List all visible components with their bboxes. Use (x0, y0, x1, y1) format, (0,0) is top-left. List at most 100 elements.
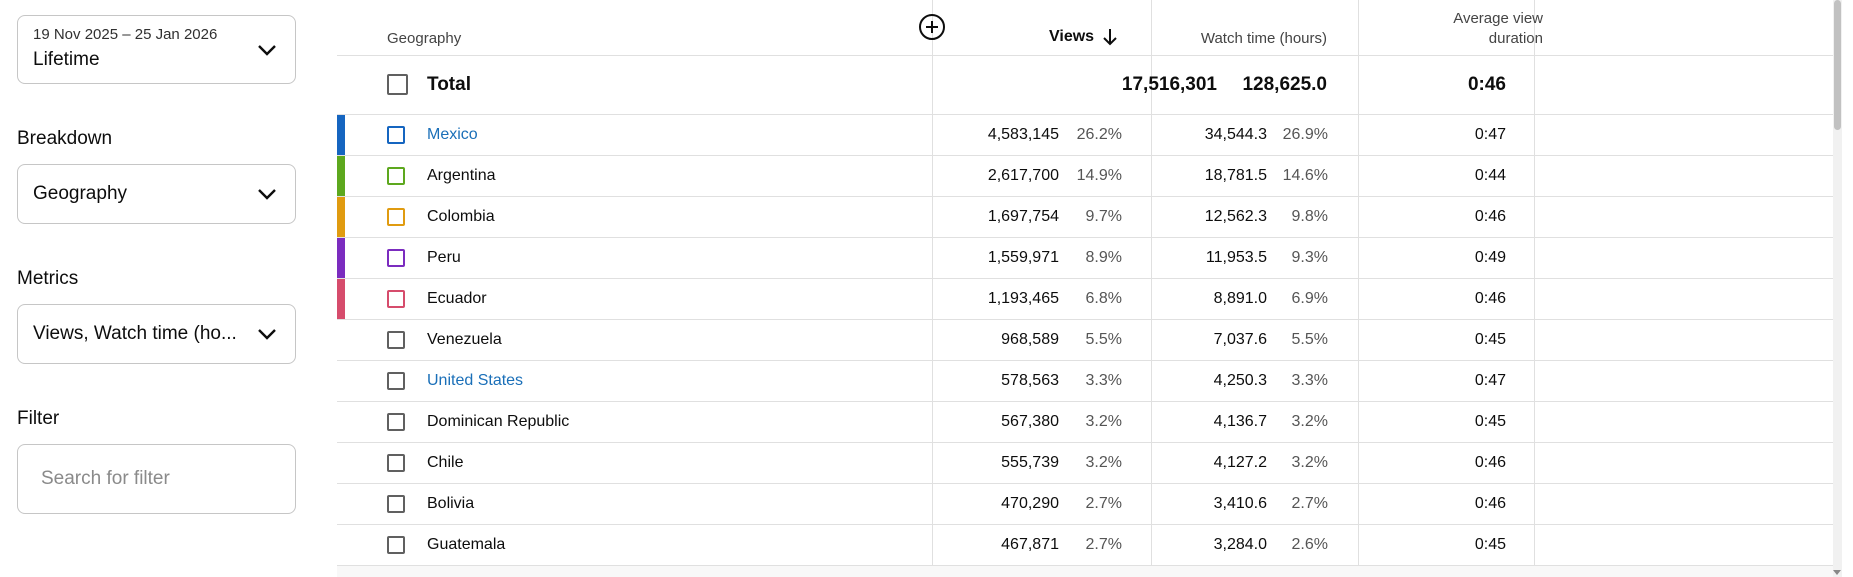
filter-search-input[interactable] (17, 444, 296, 514)
watch-time-value: 4,250.3 (1213, 372, 1267, 389)
geography-name[interactable]: Mexico (427, 126, 478, 143)
views-value: 968,589 (1001, 331, 1059, 348)
views-percent: 14.9% (1076, 167, 1122, 184)
table-row[interactable]: Ecuador 1,193,465 6.8% 8,891.0 6.9% 0:46 (337, 279, 1842, 320)
column-divider (1358, 0, 1359, 577)
avg-view-duration-value: 0:47 (1474, 372, 1506, 389)
views-value: 4,583,145 (987, 126, 1059, 143)
avg-view-duration-value: 0:46 (1474, 495, 1506, 512)
views-value: 467,871 (1001, 536, 1059, 553)
watch-time-value: 34,544.3 (1204, 126, 1267, 143)
chevron-down-icon (258, 44, 276, 56)
views-value: 1,559,971 (987, 249, 1059, 266)
watch-time-value: 8,891.0 (1213, 290, 1267, 307)
watch-time-value: 4,127.2 (1213, 454, 1267, 471)
series-color-bar (337, 279, 345, 319)
report-controls-panel: 19 Nov 2025 – 25 Jan 2026 Lifetime Break… (0, 0, 320, 577)
column-divider (1534, 0, 1535, 577)
avg-view-duration-value: 0:46 (1474, 208, 1506, 225)
table-row[interactable]: Chile 555,739 3.2% 4,127.2 3.2% 0:46 (337, 443, 1842, 484)
views-value: 578,563 (1001, 372, 1059, 389)
watch-time-percent: 6.9% (1291, 290, 1328, 307)
table-row[interactable]: United States 578,563 3.3% 4,250.3 3.3% 0:47 (337, 361, 1842, 402)
date-range-period: Lifetime (33, 49, 100, 70)
watch-time-percent: 26.9% (1282, 126, 1328, 143)
series-color-bar (337, 238, 345, 278)
vertical-scrollbar[interactable] (1833, 0, 1842, 577)
views-percent: 2.7% (1085, 495, 1122, 512)
geography-name[interactable]: United States (427, 372, 524, 389)
watch-time-value: 3,410.6 (1213, 495, 1267, 512)
header-line: duration (1488, 30, 1543, 47)
avg-view-duration-value: 0:46 (1474, 454, 1506, 471)
avg-view-duration-value: 0:45 (1474, 413, 1506, 430)
row-checkbox[interactable] (387, 536, 405, 554)
watch-time-value: 12,562.3 (1204, 208, 1267, 225)
watch-time-percent: 3.2% (1291, 413, 1328, 430)
table-row[interactable]: Colombia 1,697,754 9.7% 12,562.3 9.8% 0:46 (337, 197, 1842, 238)
views-column-header[interactable]: Views (1049, 28, 1095, 45)
chevron-down-icon (258, 189, 276, 200)
table-row (337, 566, 1842, 577)
row-checkbox[interactable] (387, 331, 405, 349)
row-checkbox[interactable] (387, 372, 405, 390)
views-value: 567,380 (1001, 413, 1059, 430)
geography-name: Colombia (427, 208, 495, 225)
avg-view-duration-value: 0:45 (1474, 331, 1506, 348)
column-divider (932, 0, 933, 577)
row-checkbox[interactable] (387, 126, 405, 144)
metrics-label: Metrics (17, 268, 79, 289)
scroll-down-icon[interactable] (1833, 570, 1841, 575)
row-checkbox[interactable] (387, 249, 405, 267)
total-views: 17,516,301 (1121, 74, 1217, 95)
table-row[interactable]: Argentina 2,617,700 14.9% 18,781.5 14.6% 0:44 (337, 156, 1842, 197)
watch-time-value: 11,953.5 (1205, 249, 1267, 266)
row-checkbox[interactable] (387, 495, 405, 513)
watch-time-percent: 3.3% (1291, 372, 1328, 389)
table-row[interactable]: Mexico 4,583,145 26.2% 34,544.3 26.9% 0:47 (337, 115, 1842, 156)
table-row[interactable]: Guatemala 467,871 2.7% 3,284.0 2.6% 0:45 (337, 525, 1842, 566)
breakdown-value: Geography (33, 183, 128, 204)
total-checkbox[interactable] (387, 74, 408, 95)
watch-time-percent: 2.6% (1291, 536, 1328, 553)
total-watch-time: 128,625.0 (1242, 74, 1327, 95)
table-row[interactable]: Bolivia 470,290 2.7% 3,410.6 2.7% 0:46 (337, 484, 1842, 525)
column-divider (1151, 0, 1152, 577)
watch-time-column-header[interactable]: Watch time (hours) (1200, 30, 1327, 47)
avg-view-duration-value: 0:47 (1474, 126, 1506, 143)
row-checkbox[interactable] (387, 290, 405, 308)
row-checkbox[interactable] (387, 208, 405, 226)
watch-time-percent: 9.3% (1291, 249, 1328, 266)
geography-column-header[interactable]: Geography (387, 30, 462, 47)
table-row[interactable]: Venezuela 968,589 5.5% 7,037.6 5.5% 0:45 (337, 320, 1842, 361)
row-checkbox[interactable] (387, 167, 405, 185)
views-percent: 6.8% (1085, 290, 1122, 307)
geography-name: Chile (427, 454, 464, 471)
geography-name: Guatemala (427, 536, 506, 553)
watch-time-value: 18,781.5 (1204, 167, 1267, 184)
views-value: 2,617,700 (987, 167, 1059, 184)
scrollbar-thumb[interactable] (1834, 0, 1841, 130)
arrow-down-icon[interactable] (1102, 27, 1118, 47)
views-value: 1,697,754 (987, 208, 1059, 225)
date-range-select[interactable]: 19 Nov 2025 – 25 Jan 2026 Lifetime (17, 15, 296, 84)
breakdown-label: Breakdown (17, 128, 113, 149)
row-checkbox[interactable] (387, 413, 405, 431)
total-label: Total (427, 74, 471, 95)
avg-view-duration-value: 0:49 (1474, 249, 1506, 266)
avg-view-duration-column-header[interactable]: Average view duration (1387, 9, 1543, 49)
views-percent: 3.3% (1085, 372, 1122, 389)
row-checkbox[interactable] (387, 454, 405, 472)
series-color-bar (337, 197, 345, 237)
views-percent: 3.2% (1085, 454, 1122, 471)
views-percent: 5.5% (1085, 331, 1122, 348)
add-column-icon[interactable] (918, 13, 946, 41)
table-row[interactable]: Peru 1,559,971 8.9% 11,953.5 9.3% 0:49 (337, 238, 1842, 279)
views-percent: 8.9% (1085, 249, 1122, 266)
table-row[interactable]: Dominican Republic 567,380 3.2% 4,136.7 3.2%… (337, 402, 1842, 443)
breakdown-select[interactable]: Geography (17, 164, 296, 224)
watch-time-value: 7,037.6 (1213, 331, 1267, 348)
filter-label: Filter (17, 408, 60, 429)
views-percent: 2.7% (1085, 536, 1122, 553)
metrics-select[interactable]: Views, Watch time (ho... (17, 304, 296, 364)
